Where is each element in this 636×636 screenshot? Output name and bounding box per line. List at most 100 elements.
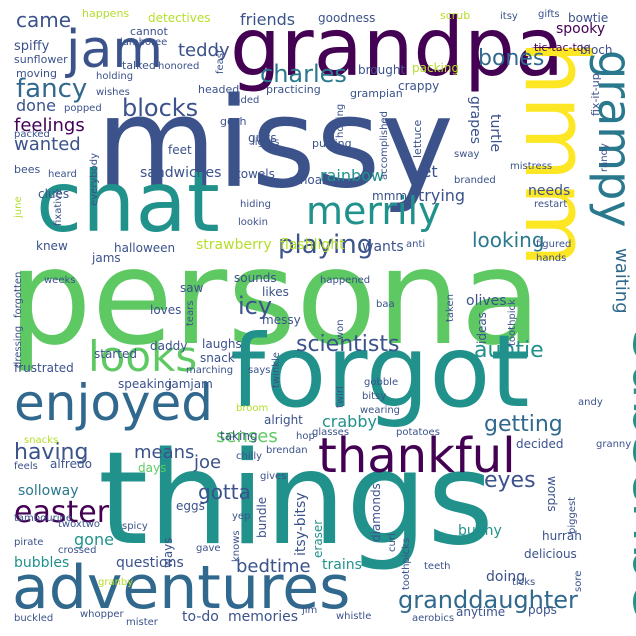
word-means: means: [134, 442, 195, 463]
word-saw: saw: [180, 281, 204, 295]
word-bloch: bloch: [580, 43, 613, 57]
word-anti: anti: [406, 239, 426, 250]
word-scrub: scrub: [440, 9, 471, 22]
word-easter: easter: [14, 495, 110, 530]
word-everybody: everybody: [89, 153, 100, 206]
word-tic-tac-toe: tic-tac-toe: [534, 41, 591, 54]
word-says: says: [248, 365, 271, 376]
word-sway: sway: [454, 149, 480, 160]
word-granby: granby: [98, 577, 134, 588]
word-memories: memories: [228, 609, 299, 625]
word-fancy: fancy: [16, 74, 88, 104]
word-alfredo: alfredo: [50, 457, 92, 471]
word-wearing: wearing: [360, 405, 401, 416]
word-feet: feet: [168, 143, 192, 157]
word-frustrated: frustrated: [14, 361, 74, 375]
word-joe: joe: [194, 452, 222, 473]
word-missy: missy: [96, 72, 454, 216]
word-taken: taken: [445, 294, 456, 322]
word-tears: tears: [185, 300, 196, 326]
word-halloween: halloween: [114, 241, 176, 255]
word-alright: alright: [264, 413, 303, 427]
word-done: done: [16, 96, 56, 115]
word-doing: doing: [486, 569, 526, 585]
word-auntie: auntie: [474, 338, 544, 363]
word-crabby: crabby: [322, 412, 377, 431]
word-wanted: wanted: [14, 134, 81, 155]
word-whistle: whistle: [336, 611, 372, 622]
word-subscribe: subscribe: [619, 330, 636, 618]
word-toothpicks: toothpicks: [401, 537, 412, 590]
word-ideas: ideas: [475, 312, 489, 344]
word-twinkle: twinkle: [271, 352, 282, 388]
word-looking: looking: [472, 228, 545, 252]
word-hiding: hiding: [240, 199, 271, 210]
word-rainbow: rainbow: [320, 166, 384, 185]
word-branded: branded: [454, 175, 496, 186]
word-gone: gone: [74, 530, 114, 549]
word-yep: yep: [232, 511, 251, 522]
word-packing: packing: [412, 61, 460, 75]
word-grandpa: grandpa: [230, 1, 564, 94]
word-whoa: whoa: [290, 173, 323, 187]
word-holding: holding: [96, 71, 134, 82]
word-wishes: wishes: [96, 87, 130, 98]
word-gives: gives: [260, 471, 287, 482]
word-feast: feast: [215, 49, 226, 74]
word-chilly: chilly: [236, 451, 263, 462]
word-hands: hands: [536, 253, 567, 264]
word-broom: broom: [236, 403, 269, 414]
word-fixative: fixative: [53, 188, 64, 226]
word-mmm: mmm: [372, 189, 408, 203]
word-enjoyed: enjoyed: [14, 374, 214, 432]
word-feels: feels: [14, 461, 38, 472]
word-dressing: dressing: [13, 325, 24, 368]
word-knew: knew: [36, 239, 68, 253]
word-friends: friends: [240, 10, 296, 29]
word-messy: messy: [262, 313, 301, 327]
word-gifts: gifts: [538, 9, 560, 20]
word-lettuce: lettuce: [411, 119, 424, 158]
word-putting: putting: [312, 137, 352, 150]
word-having: having: [14, 440, 89, 465]
word-figured: figured: [536, 239, 572, 250]
word-curl: curl: [387, 533, 398, 552]
word-happened: happened: [320, 275, 371, 286]
word-gobble: gobble: [364, 377, 399, 388]
word-started: started: [94, 347, 137, 361]
word-adventures: adventures: [12, 553, 351, 623]
word-things: things: [98, 425, 494, 574]
word-bubbles: bubbles: [14, 555, 70, 571]
word-jams: jams: [92, 251, 121, 265]
word-brought: brought: [358, 63, 406, 77]
word-spooky: spooky: [556, 21, 606, 37]
word-trying: trying: [418, 186, 466, 205]
word-ended: ended: [228, 95, 260, 106]
word-weeks: weeks: [44, 275, 76, 286]
word-andy: andy: [578, 397, 603, 408]
word-jamboree: jamboree: [120, 37, 168, 48]
word-scientists: scientists: [296, 332, 400, 357]
word-grampian: grampian: [350, 87, 403, 100]
word-jam: jam: [66, 20, 163, 80]
word-mister: mister: [126, 617, 158, 628]
word-decided: decided: [516, 437, 564, 451]
word-guys: guys: [248, 131, 277, 145]
word-hop: hop: [296, 431, 315, 442]
word-sore: sore: [573, 570, 584, 592]
word-sounds: sounds: [234, 271, 277, 285]
word-biggest: biggest: [567, 496, 578, 534]
word-knows: knows: [231, 530, 242, 562]
word-forgot: forgot: [230, 313, 530, 430]
word-glasses: glasses: [312, 427, 350, 438]
word-olives: olives: [466, 293, 507, 309]
word-taking: taking: [220, 429, 258, 443]
word-looks: looks: [88, 332, 198, 381]
word-restart: restart: [534, 199, 568, 210]
word-loves: loves: [150, 303, 182, 317]
word-clues: clues: [38, 187, 70, 201]
word-pirate: pirate: [14, 537, 44, 548]
word-whopper: whopper: [80, 609, 124, 620]
word-delicious: delicious: [524, 547, 577, 561]
word-brendan: brendan: [266, 445, 308, 456]
